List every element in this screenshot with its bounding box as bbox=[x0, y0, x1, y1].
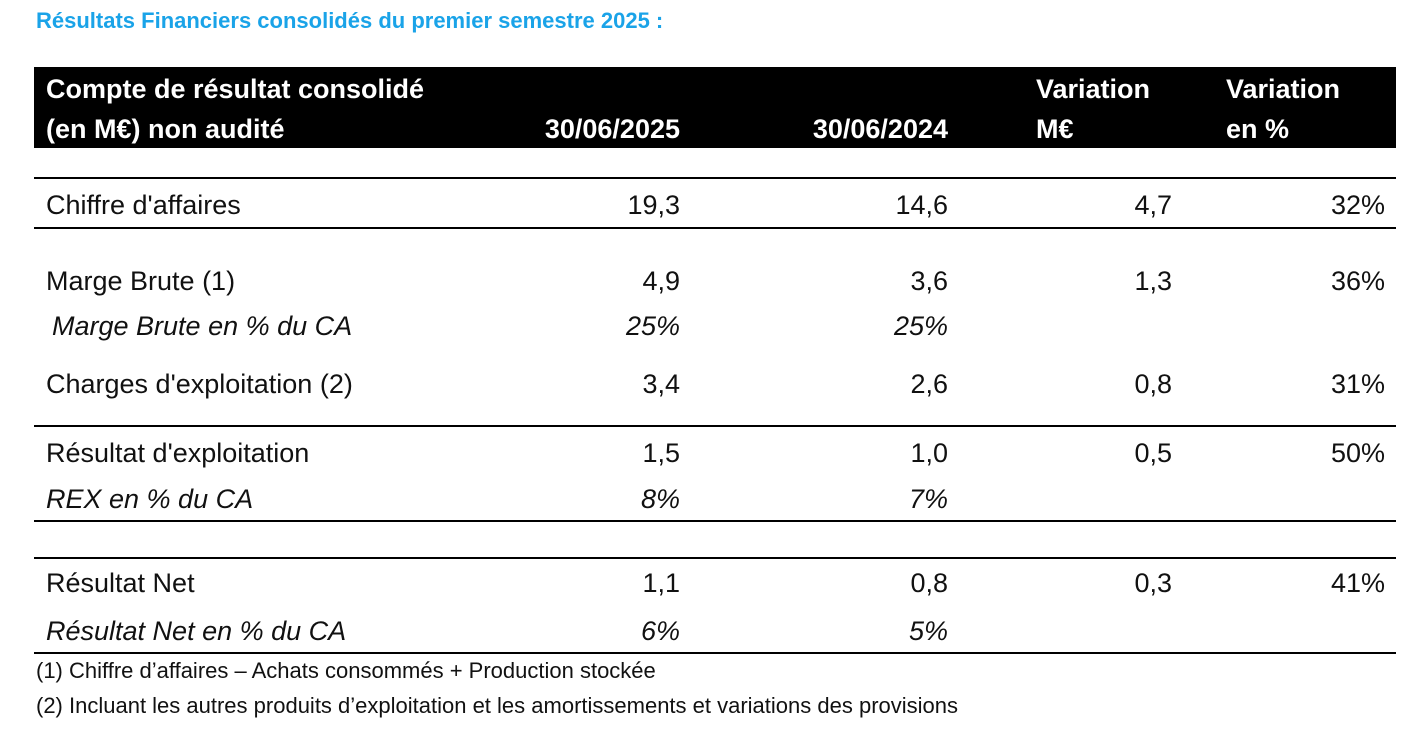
variation-pct: 36% bbox=[1330, 266, 1385, 296]
divider bbox=[34, 557, 1396, 559]
row-label: REX en % du CA bbox=[46, 484, 254, 514]
header-col-2024: 30/06/2024 bbox=[812, 114, 948, 144]
value-2025: 6% bbox=[640, 616, 680, 646]
header-variation-pct-line2: en % bbox=[1226, 114, 1290, 144]
header-variation-meur-line1: Variation bbox=[1036, 74, 1151, 104]
variation-meur: 0,8 bbox=[1134, 369, 1172, 399]
row-label: Marge Brute en % du CA bbox=[52, 311, 353, 341]
footnote-2: (2) Incluant les autres produits d’explo… bbox=[36, 693, 959, 718]
row-label: Charges d'exploitation (2) bbox=[46, 369, 353, 399]
value-2025: 1,1 bbox=[642, 568, 680, 598]
value-2025: 19,3 bbox=[627, 190, 680, 220]
divider bbox=[34, 425, 1396, 427]
value-2025: 4,9 bbox=[642, 266, 680, 296]
footnote-1: (1) Chiffre d’affaires – Achats consommé… bbox=[36, 658, 656, 683]
value-2024: 5% bbox=[908, 616, 948, 646]
divider bbox=[34, 227, 1396, 229]
header-col-2025: 30/06/2025 bbox=[544, 114, 680, 144]
value-2024: 2,6 bbox=[910, 369, 948, 399]
row-label: Résultat Net en % du CA bbox=[46, 616, 347, 646]
value-2025: 3,4 bbox=[642, 369, 680, 399]
row-label: Marge Brute (1) bbox=[46, 266, 236, 296]
value-2024: 3,6 bbox=[910, 266, 948, 296]
value-2025: 25% bbox=[625, 311, 680, 341]
row-label: Résultat d'exploitation bbox=[46, 438, 310, 468]
table-header: Compte de résultat consolidé (en M€) non… bbox=[34, 67, 1396, 148]
value-2024: 7% bbox=[908, 484, 948, 514]
divider bbox=[34, 177, 1396, 179]
variation-meur: 0,3 bbox=[1134, 568, 1172, 598]
variation-pct: 41% bbox=[1330, 568, 1385, 598]
header-variation-pct-line1: Variation bbox=[1226, 74, 1341, 104]
header-variation-meur-line2: M€ bbox=[1036, 114, 1074, 144]
page-title: Résultats Financiers consolidés du premi… bbox=[36, 8, 664, 33]
divider bbox=[34, 652, 1396, 654]
value-2025: 1,5 bbox=[642, 438, 680, 468]
divider bbox=[34, 520, 1396, 522]
variation-meur: 4,7 bbox=[1134, 190, 1172, 220]
variation-meur: 1,3 bbox=[1134, 266, 1172, 296]
value-2024: 0,8 bbox=[910, 568, 948, 598]
variation-meur: 0,5 bbox=[1134, 438, 1172, 468]
row-label: Résultat Net bbox=[46, 568, 195, 598]
variation-pct: 32% bbox=[1330, 190, 1385, 220]
header-label-line2: (en M€) non audité bbox=[46, 114, 285, 144]
header-label-line1: Compte de résultat consolidé bbox=[46, 74, 425, 104]
value-2024: 1,0 bbox=[910, 438, 948, 468]
value-2024: 14,6 bbox=[895, 190, 948, 220]
variation-pct: 31% bbox=[1330, 369, 1385, 399]
row-label: Chiffre d'affaires bbox=[46, 190, 241, 220]
variation-pct: 50% bbox=[1330, 438, 1385, 468]
value-2025: 8% bbox=[640, 484, 680, 514]
value-2024: 25% bbox=[893, 311, 948, 341]
